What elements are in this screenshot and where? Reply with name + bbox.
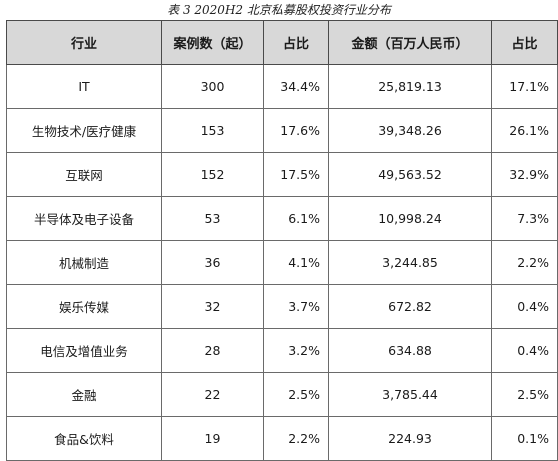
- amount-share-cell: 0.4%: [491, 284, 558, 329]
- header-industry: 行业: [6, 20, 162, 65]
- case-share-cell: 6.1%: [263, 196, 329, 241]
- case-share-cell: 17.6%: [263, 108, 329, 153]
- table-row: 电信及增值业务 28 3.2% 634.88 0.4%: [6, 328, 558, 373]
- case-share-cell: 34.4%: [263, 64, 329, 109]
- table-row: 生物技术/医疗健康 153 17.6% 39,348.26 26.1%: [6, 108, 558, 153]
- case-count-cell: 32: [161, 284, 264, 329]
- industry-distribution-table: 行业 案例数（起） 占比 金额（百万人民币） 占比 IT 300 34.4% 2…: [6, 20, 558, 461]
- case-count-cell: 152: [161, 152, 264, 197]
- case-count-cell: 153: [161, 108, 264, 153]
- table-header-row: 行业 案例数（起） 占比 金额（百万人民币） 占比: [6, 20, 558, 65]
- table-row: 半导体及电子设备 53 6.1% 10,998.24 7.3%: [6, 196, 558, 241]
- industry-cell: IT: [6, 64, 162, 109]
- header-case-share: 占比: [263, 20, 329, 65]
- case-count-cell: 53: [161, 196, 264, 241]
- amount-share-cell: 2.2%: [491, 240, 558, 285]
- header-amount: 金额（百万人民币）: [328, 20, 492, 65]
- industry-cell: 娱乐传媒: [6, 284, 162, 329]
- case-count-cell: 22: [161, 372, 264, 417]
- table-row: 金融 22 2.5% 3,785.44 2.5%: [6, 372, 558, 417]
- industry-cell: 金融: [6, 372, 162, 417]
- industry-cell: 机械制造: [6, 240, 162, 285]
- table-caption: 表 3 2020H2 北京私募股权投资行业分布: [167, 3, 391, 17]
- amount-share-cell: 7.3%: [491, 196, 558, 241]
- case-share-cell: 2.5%: [263, 372, 329, 417]
- case-share-cell: 4.1%: [263, 240, 329, 285]
- amount-cell: 49,563.52: [328, 152, 492, 197]
- case-count-cell: 300: [161, 64, 264, 109]
- amount-share-cell: 2.5%: [491, 372, 558, 417]
- amount-cell: 672.82: [328, 284, 492, 329]
- amount-cell: 39,348.26: [328, 108, 492, 153]
- table-row: IT 300 34.4% 25,819.13 17.1%: [6, 64, 558, 109]
- table-row: 娱乐传媒 32 3.7% 672.82 0.4%: [6, 284, 558, 329]
- amount-cell: 10,998.24: [328, 196, 492, 241]
- case-share-cell: 3.7%: [263, 284, 329, 329]
- amount-cell: 25,819.13: [328, 64, 492, 109]
- amount-share-cell: 0.4%: [491, 328, 558, 373]
- table-row: 机械制造 36 4.1% 3,244.85 2.2%: [6, 240, 558, 285]
- case-count-cell: 36: [161, 240, 264, 285]
- header-case-count: 案例数（起）: [161, 20, 264, 65]
- industry-cell: 电信及增值业务: [6, 328, 162, 373]
- table-row: 互联网 152 17.5% 49,563.52 32.9%: [6, 152, 558, 197]
- industry-cell: 半导体及电子设备: [6, 196, 162, 241]
- industry-cell: 生物技术/医疗健康: [6, 108, 162, 153]
- case-share-cell: 3.2%: [263, 328, 329, 373]
- case-share-cell: 17.5%: [263, 152, 329, 197]
- amount-cell: 3,244.85: [328, 240, 492, 285]
- case-count-cell: 28: [161, 328, 264, 373]
- amount-share-cell: 26.1%: [491, 108, 558, 153]
- industry-cell: 互联网: [6, 152, 162, 197]
- header-amount-share: 占比: [491, 20, 558, 65]
- amount-cell: 634.88: [328, 328, 492, 373]
- amount-cell: 3,785.44: [328, 372, 492, 417]
- amount-share-cell: 17.1%: [491, 64, 558, 109]
- amount-share-cell: 32.9%: [491, 152, 558, 197]
